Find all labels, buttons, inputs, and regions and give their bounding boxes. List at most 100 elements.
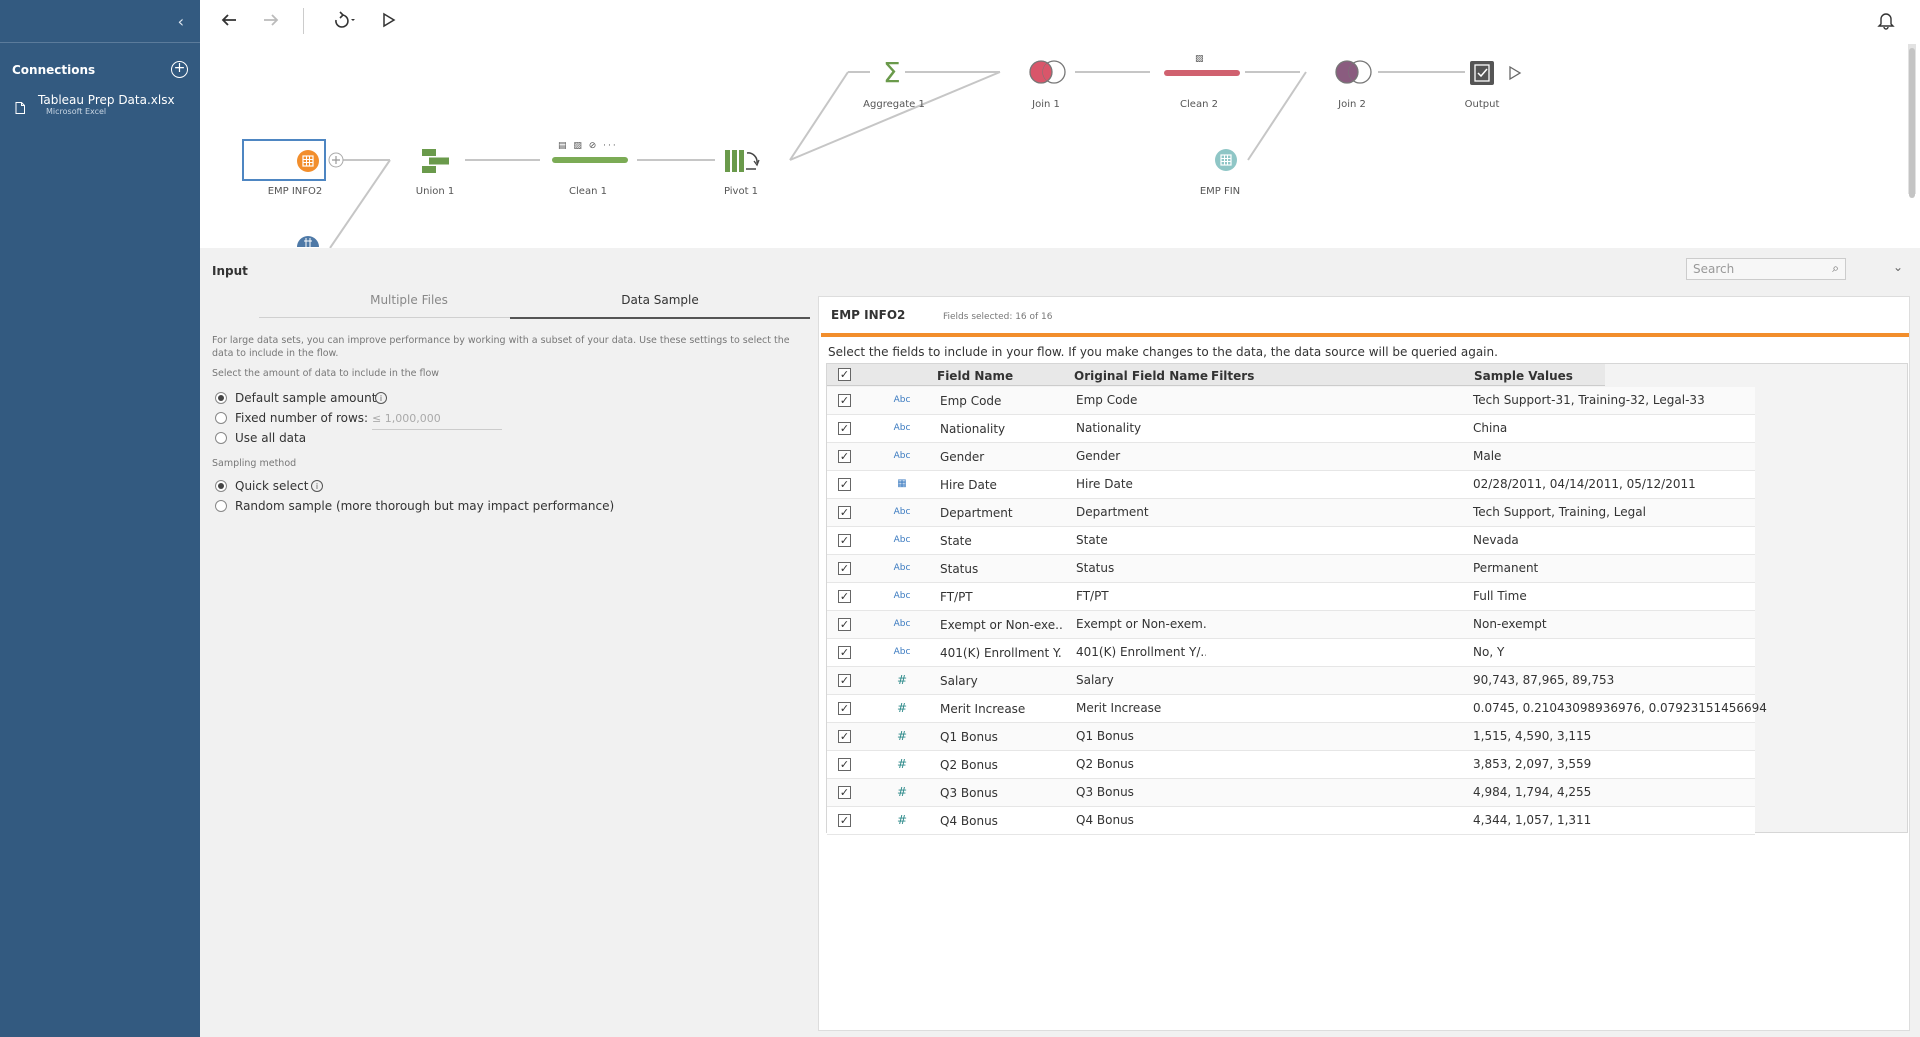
table-row[interactable]: ✓ Abc Department Department Tech Support, Tr… xyxy=(827,499,1755,527)
node-label-join1[interactable]: Join 1 xyxy=(1032,99,1060,110)
clean-step-bar[interactable] xyxy=(1164,70,1240,76)
table-row[interactable]: ✓ # Q3 Bonus Q3 Bonus 4,984, 1,794, 4,255 xyxy=(827,779,1755,807)
table-row[interactable]: ✓ # Salary Salary 90,743, 87,965, 89,753 xyxy=(827,667,1755,695)
field-name-cell[interactable]: Merit Increase xyxy=(940,702,1026,716)
tab-data-sample[interactable]: Data Sample xyxy=(510,293,810,319)
table-row[interactable]: ✓ # Q2 Bonus Q2 Bonus 3,853, 2,097, 3,559 xyxy=(827,751,1755,779)
input-table-icon[interactable] xyxy=(296,149,320,177)
bell-icon[interactable] xyxy=(1876,10,1896,35)
search-input[interactable]: Search ⌕ xyxy=(1686,258,1846,280)
node-label-emp-fin[interactable]: EMP FIN xyxy=(1199,186,1241,197)
chevron-left-icon[interactable]: ‹ xyxy=(177,12,184,31)
field-name-cell[interactable]: Q3 Bonus xyxy=(940,786,998,800)
fixed-rows-input[interactable]: ≤ 1,000,000 xyxy=(372,412,502,430)
field-name-cell[interactable]: Status xyxy=(940,562,979,576)
node-label-aggregate1[interactable]: Aggregate 1 xyxy=(863,99,925,110)
clean-step-bar[interactable] xyxy=(552,157,628,163)
play-icon[interactable] xyxy=(381,10,397,35)
field-name-cell[interactable]: Gender xyxy=(940,450,985,464)
refresh-icon[interactable] xyxy=(327,10,357,35)
join-inner-icon[interactable] xyxy=(1027,59,1069,89)
connection-file-name[interactable]: Tableau Prep Data.xlsx xyxy=(38,93,175,107)
radio-random-sample[interactable] xyxy=(215,500,227,512)
string-type-icon[interactable]: Abc xyxy=(893,507,911,517)
field-checkbox[interactable]: ✓ xyxy=(838,702,851,715)
table-row[interactable]: ✓ Abc Status Status Permanent xyxy=(827,555,1755,583)
string-type-icon[interactable]: Abc xyxy=(893,619,911,629)
radio-default-sample[interactable] xyxy=(215,392,227,404)
table-row[interactable]: ✓ Abc Gender Gender Male xyxy=(827,443,1755,471)
col-sample-values[interactable]: Sample Values xyxy=(1474,369,1573,383)
arrow-left-icon[interactable] xyxy=(219,10,239,35)
field-checkbox[interactable]: ✓ xyxy=(838,618,851,631)
option-random-sample[interactable]: Random sample (more thorough but may imp… xyxy=(235,499,615,513)
table-row[interactable]: ✓ Abc State State Nevada xyxy=(827,527,1755,555)
string-type-icon[interactable]: Abc xyxy=(893,563,911,573)
sigma-icon[interactable]: Σ xyxy=(883,56,901,89)
option-use-all[interactable]: Use all data xyxy=(235,431,307,445)
string-type-icon[interactable]: Abc xyxy=(893,535,911,545)
field-checkbox[interactable]: ✓ xyxy=(838,646,851,659)
number-type-icon[interactable]: # xyxy=(896,813,908,827)
node-label-clean2[interactable]: Clean 2 xyxy=(1180,99,1218,110)
pivot-icon[interactable] xyxy=(724,147,760,179)
string-type-icon[interactable]: Abc xyxy=(893,423,911,433)
string-type-icon[interactable]: Abc xyxy=(893,395,911,405)
radio-quick-select[interactable] xyxy=(215,480,227,492)
field-name-cell[interactable]: 401(K) Enrollment Y.. xyxy=(940,646,1062,660)
field-checkbox[interactable]: ✓ xyxy=(838,758,851,771)
field-name-cell[interactable]: Nationality xyxy=(940,422,1006,436)
play-icon[interactable] xyxy=(1508,65,1522,85)
number-type-icon[interactable]: # xyxy=(896,673,908,687)
table-row[interactable]: ✓ Abc Nationality Nationality China xyxy=(827,415,1755,443)
input-table-icon[interactable] xyxy=(1214,148,1238,176)
field-name-cell[interactable]: Department xyxy=(940,506,1013,520)
field-name-cell[interactable]: Hire Date xyxy=(940,478,997,492)
output-icon[interactable] xyxy=(1469,60,1495,90)
string-type-icon[interactable]: Abc xyxy=(893,647,911,657)
table-row[interactable]: ✓ Abc FT/PT FT/PT Full Time xyxy=(827,583,1755,611)
option-default-sample[interactable]: Default sample amount xyxy=(235,391,377,405)
add-step-icon[interactable] xyxy=(328,152,344,172)
input-table-icon[interactable] xyxy=(296,234,320,253)
field-checkbox[interactable]: ✓ xyxy=(838,786,851,799)
select-all-checkbox[interactable]: ✓ xyxy=(838,368,851,381)
field-name-cell[interactable]: Q1 Bonus xyxy=(940,730,998,744)
node-label-emp-info2[interactable]: EMP INFO2 xyxy=(267,186,323,197)
date-type-icon[interactable]: ▦ xyxy=(897,478,907,489)
field-checkbox[interactable]: ✓ xyxy=(838,562,851,575)
arrow-right-icon[interactable] xyxy=(261,10,281,35)
table-row[interactable]: ✓ ▦ Hire Date Hire Date 02/28/2011, 04/14/20… xyxy=(827,471,1755,499)
field-checkbox[interactable]: ✓ xyxy=(838,478,851,491)
field-name-cell[interactable]: FT/PT xyxy=(940,590,973,604)
field-name-cell[interactable]: Emp Code xyxy=(940,394,1002,408)
field-name-cell[interactable]: Q4 Bonus xyxy=(940,814,998,828)
field-name-cell[interactable]: Salary xyxy=(940,674,978,688)
tab-multiple-files[interactable]: Multiple Files xyxy=(259,293,559,318)
radio-use-all[interactable] xyxy=(215,432,227,444)
table-row[interactable]: ✓ # Q1 Bonus Q1 Bonus 1,515, 4,590, 3,115 xyxy=(827,723,1755,751)
info-icon[interactable]: i xyxy=(311,480,323,492)
join-left-icon[interactable] xyxy=(1333,59,1375,89)
table-row[interactable]: ✓ # Q4 Bonus Q4 Bonus 4,344, 1,057, 1,311 xyxy=(827,807,1755,835)
node-label-union1[interactable]: Union 1 xyxy=(415,186,455,197)
radio-fixed-rows[interactable] xyxy=(215,412,227,424)
table-row[interactable]: ✓ Abc 401(K) Enrollment Y.. 401(K) Enrollme… xyxy=(827,639,1755,667)
field-name-cell[interactable]: Exempt or Non-exe... xyxy=(940,618,1062,632)
field-name-cell[interactable]: Q2 Bonus xyxy=(940,758,998,772)
node-label-join2[interactable]: Join 2 xyxy=(1338,99,1366,110)
field-checkbox[interactable]: ✓ xyxy=(838,814,851,827)
node-label-pivot1[interactable]: Pivot 1 xyxy=(723,186,759,197)
field-checkbox[interactable]: ✓ xyxy=(838,450,851,463)
col-original-field-name[interactable]: Original Field Name xyxy=(1074,369,1208,383)
node-label-clean1[interactable]: Clean 1 xyxy=(569,186,607,197)
string-type-icon[interactable]: Abc xyxy=(893,591,911,601)
field-checkbox[interactable]: ✓ xyxy=(838,590,851,603)
table-row[interactable]: ✓ Abc Exempt or Non-exe... Exempt or Non-ex… xyxy=(827,611,1755,639)
info-icon[interactable]: i xyxy=(375,392,387,404)
field-checkbox[interactable]: ✓ xyxy=(838,674,851,687)
table-row[interactable]: ✓ Abc Emp Code Emp Code Tech Support-31, Tra… xyxy=(827,387,1755,415)
table-row[interactable]: ✓ # Merit Increase Merit Increase 0.0745, 0.… xyxy=(827,695,1767,723)
field-checkbox[interactable]: ✓ xyxy=(838,730,851,743)
canvas-scrollbar[interactable] xyxy=(1908,44,1916,198)
